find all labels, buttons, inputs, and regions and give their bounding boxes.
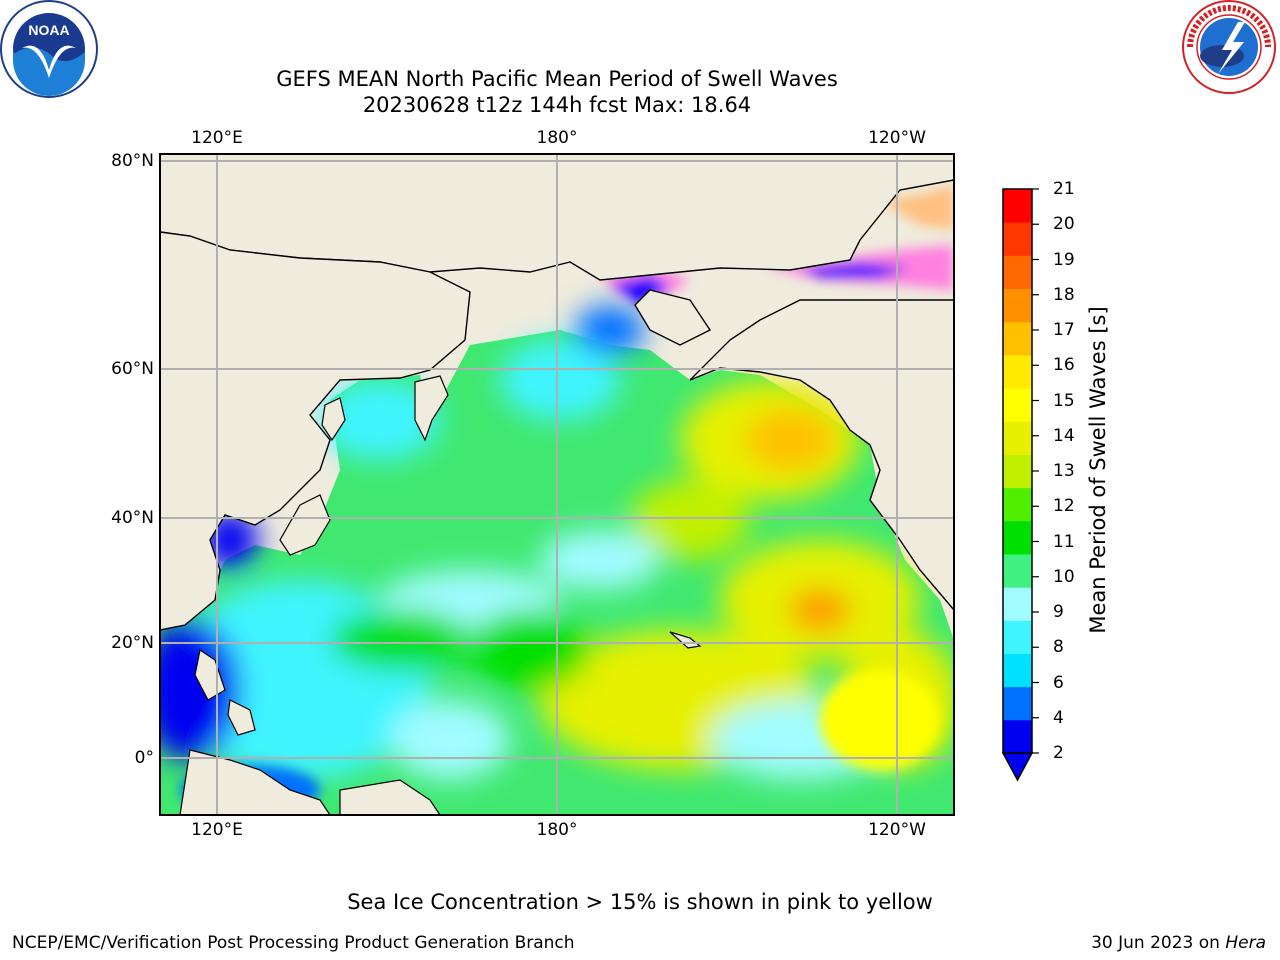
- colorbar-segment: [1003, 620, 1032, 654]
- colorbar-segment: [1003, 719, 1032, 754]
- lon-label-bottom-120e: 120°E: [191, 820, 243, 840]
- noaa-logo-text: NOAA: [28, 22, 69, 38]
- colorbar-segment: [1003, 421, 1032, 455]
- noaa-logo: NOAA: [0, 0, 98, 98]
- colorbar-segment: [1003, 520, 1032, 555]
- colorbar-tick-label: 6: [1053, 672, 1064, 693]
- lon-label-top-180: 180°: [536, 128, 578, 148]
- colorbar-tick-label: 12: [1053, 496, 1075, 517]
- chart-subtitle: 20230628 t12z 144h fcst Max: 18.64: [362, 93, 752, 117]
- colorbar: [1001, 188, 1039, 782]
- colorbar-tick-label: 10: [1053, 566, 1075, 587]
- colorbar-tick-label: 13: [1053, 461, 1075, 481]
- lat-label-80n: 80°N: [111, 151, 154, 171]
- colorbar-tick-label: 8: [1053, 637, 1064, 658]
- colorbar-segment: [1003, 222, 1032, 256]
- map-panel: [160, 154, 954, 815]
- colorbar-segment: [1003, 553, 1032, 588]
- colorbar-segment: [1003, 255, 1032, 290]
- colorbar-tick-label: 20: [1053, 214, 1075, 235]
- colorbar-segment: [1003, 487, 1032, 522]
- colorbar-segment: [1003, 587, 1032, 621]
- colorbar-segment: [1003, 288, 1032, 323]
- lat-label-0: 0°: [134, 748, 154, 768]
- colorbar-extend-arrow: [1001, 752, 1034, 782]
- graticule: [160, 154, 954, 815]
- colorbar-tick-label: 14: [1053, 425, 1075, 446]
- colorbar-tick-label: 15: [1053, 390, 1075, 411]
- lon-label-top-120e: 120°E: [191, 128, 243, 148]
- colorbar-tick-label: 17: [1053, 320, 1075, 340]
- footer-date: 30 Jun 2023 on Hera: [1091, 933, 1266, 953]
- colorbar-tick-label: 9: [1053, 602, 1064, 622]
- lat-label-60n: 60°N: [111, 359, 154, 379]
- footer-credit: NCEP/EMC/Verification Post Processing Pr…: [12, 933, 575, 953]
- lon-label-bottom-120w: 120°W: [868, 820, 926, 840]
- colorbar-tick-label: 2: [1053, 743, 1064, 763]
- colorbar-tick-label: 16: [1053, 355, 1075, 376]
- colorbar-tick-label: 11: [1053, 531, 1075, 552]
- nws-logo: [1182, 0, 1276, 94]
- lon-label-bottom-180: 180°: [536, 820, 578, 840]
- colorbar-tick-label: 21: [1053, 179, 1075, 199]
- colorbar-tick-label: 18: [1053, 284, 1075, 305]
- colorbar-segment: [1003, 354, 1032, 389]
- colorbar-title: Mean Period of Swell Waves [s]: [1086, 306, 1110, 634]
- colorbar-segment: [1003, 189, 1032, 223]
- footer-date-text: 30 Jun 2023 on: [1091, 933, 1226, 953]
- colorbar-segment: [1003, 454, 1032, 489]
- lat-label-20n: 20°N: [111, 633, 154, 653]
- lat-label-40n: 40°N: [111, 508, 154, 528]
- colorbar-tick-label: 19: [1053, 249, 1075, 270]
- colorbar-segment: [1003, 653, 1032, 688]
- lon-label-top-120w: 120°W: [868, 128, 926, 148]
- colorbar-segment: [1003, 686, 1032, 721]
- chart-title: GEFS MEAN North Pacific Mean Period of S…: [276, 67, 838, 91]
- colorbar-segment: [1003, 388, 1032, 422]
- colorbar-tick-label: 4: [1053, 707, 1064, 728]
- sea-ice-note: Sea Ice Concentration > 15% is shown in …: [347, 890, 933, 914]
- map-frame: [159, 153, 955, 816]
- colorbar-segment: [1003, 321, 1032, 356]
- footer-machine: Hera: [1225, 933, 1266, 953]
